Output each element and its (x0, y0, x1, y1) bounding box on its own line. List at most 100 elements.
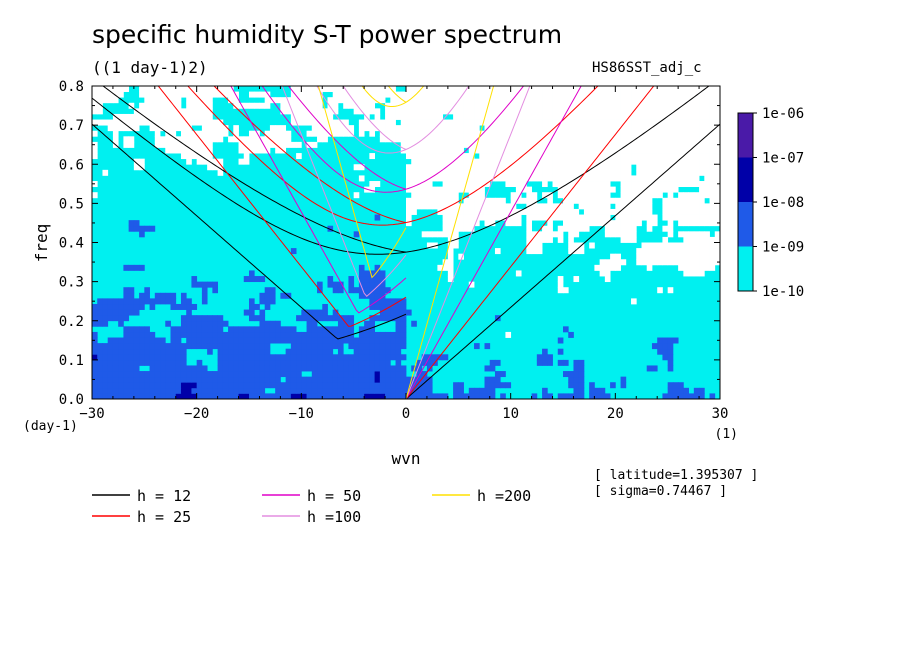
heatmap-cell (348, 281, 355, 288)
heatmap-cell (578, 376, 585, 383)
heatmap-cell (416, 382, 423, 389)
heatmap-cell (531, 248, 538, 255)
heatmap-cell (364, 387, 370, 394)
heatmap-cell (259, 393, 266, 399)
heatmap-cell (678, 130, 684, 137)
heatmap-cell (631, 102, 637, 109)
heatmap-cell (259, 354, 266, 361)
heatmap-cell (374, 287, 381, 294)
heatmap-cell (426, 108, 433, 115)
heatmap-cell (201, 119, 208, 126)
heatmap-cell (165, 119, 171, 126)
heatmap-cell (683, 214, 689, 221)
heatmap-cell (180, 354, 187, 361)
heatmap-cell (568, 197, 574, 204)
heatmap-cell (421, 175, 428, 182)
heatmap-cell (552, 113, 559, 120)
heatmap-cell (578, 147, 585, 154)
heatmap-cell (594, 186, 601, 193)
heatmap-cell (170, 86, 177, 92)
heatmap-cell (201, 136, 208, 143)
heatmap-cell (714, 136, 720, 143)
heatmap-cell (411, 130, 417, 137)
heatmap-cell (667, 153, 674, 160)
heatmap-cell (610, 153, 616, 160)
heatmap-cell (92, 393, 98, 399)
heatmap-cell (526, 130, 532, 137)
heatmap-cell (474, 91, 480, 98)
heatmap-cell (604, 259, 611, 266)
heatmap-cell (290, 348, 297, 355)
heatmap-cell (468, 220, 475, 227)
heatmap-cell (165, 102, 171, 109)
heatmap-cell (175, 376, 182, 383)
heatmap-cell (186, 376, 192, 383)
heatmap-cell (301, 97, 307, 104)
heatmap-cell (662, 102, 669, 109)
heatmap-cell (589, 181, 595, 188)
heatmap-cell (599, 113, 606, 120)
heatmap-cell (180, 343, 187, 350)
heatmap-cell (254, 337, 260, 344)
heatmap-cell (662, 214, 669, 221)
heatmap-cell (447, 248, 454, 255)
heatmap-cell (432, 192, 438, 199)
heatmap-cell (693, 130, 700, 137)
heatmap-cell (369, 186, 375, 193)
heatmap-cell (678, 175, 684, 182)
heatmap-cell (641, 119, 648, 126)
heatmap-cell (296, 387, 302, 394)
heatmap-cell (641, 208, 648, 215)
heatmap-cell (222, 331, 229, 338)
heatmap-cell (536, 108, 543, 115)
heatmap-cell (542, 192, 548, 199)
heatmap-cell (259, 365, 266, 372)
heatmap-cell (123, 119, 130, 126)
heatmap-cell (714, 208, 720, 215)
heatmap-cell (531, 242, 538, 249)
heatmap-cell (610, 108, 616, 115)
heatmap-cell (557, 164, 564, 171)
heatmap-cell (599, 259, 606, 266)
heatmap-cell (217, 331, 224, 338)
heatmap-cell (494, 214, 501, 221)
heatmap-cell (406, 309, 412, 316)
heatmap-cell (170, 393, 177, 399)
heatmap-cell (280, 125, 287, 132)
heatmap-cell (175, 365, 182, 372)
heatmap-cell (573, 108, 580, 115)
heatmap-cell (667, 158, 674, 165)
heatmap-cell (437, 158, 444, 165)
heatmap-cell (306, 113, 313, 120)
heatmap-cell (217, 337, 224, 344)
heatmap-cell (568, 164, 574, 171)
heatmap-cell (102, 309, 109, 316)
heatmap-cell (515, 175, 522, 182)
heatmap-cell (290, 382, 297, 389)
heatmap-cell (625, 231, 632, 238)
heatmap-cell (400, 315, 407, 322)
heatmap-cell (269, 376, 276, 383)
heatmap-cell (484, 91, 491, 98)
heatmap-cell (458, 113, 464, 120)
heatmap-cell (416, 359, 423, 366)
heatmap-cell (149, 91, 156, 98)
heatmap-cell (714, 108, 720, 115)
heatmap-cell (479, 102, 485, 109)
heatmap-cell (526, 113, 532, 120)
heatmap-cell (651, 91, 658, 98)
heatmap-cell (322, 348, 328, 355)
rossby-curve (102, 86, 407, 253)
heatmap-cell (102, 169, 109, 176)
heatmap-cell (217, 158, 224, 165)
heatmap-cell (547, 136, 553, 143)
heatmap-cell (604, 153, 611, 160)
inertia-gravity-curve (187, 86, 599, 226)
heatmap-cell (494, 153, 501, 160)
heatmap-cell (144, 382, 150, 389)
heatmap-cell (374, 97, 381, 104)
heatmap-cell (568, 181, 574, 188)
heatmap-cell (447, 147, 454, 154)
heatmap-cell (531, 236, 538, 243)
heatmap-cell (625, 141, 632, 148)
